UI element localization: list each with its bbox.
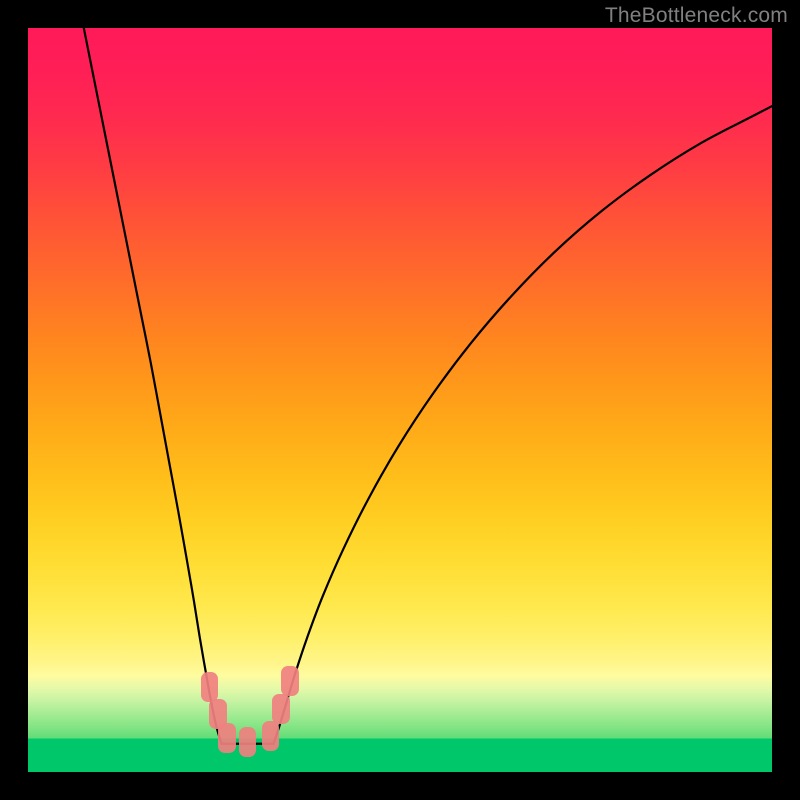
data-marker — [281, 666, 299, 696]
curve-left — [84, 28, 222, 744]
data-marker — [239, 727, 257, 757]
curves-layer — [28, 28, 772, 772]
stage: TheBottleneck.com — [0, 0, 800, 800]
curve-right — [274, 106, 772, 744]
data-marker — [201, 672, 219, 702]
plot-area — [28, 28, 772, 772]
data-marker — [262, 721, 280, 751]
data-marker — [272, 694, 290, 724]
data-marker — [218, 723, 236, 753]
watermark-text: TheBottleneck.com — [605, 4, 788, 28]
